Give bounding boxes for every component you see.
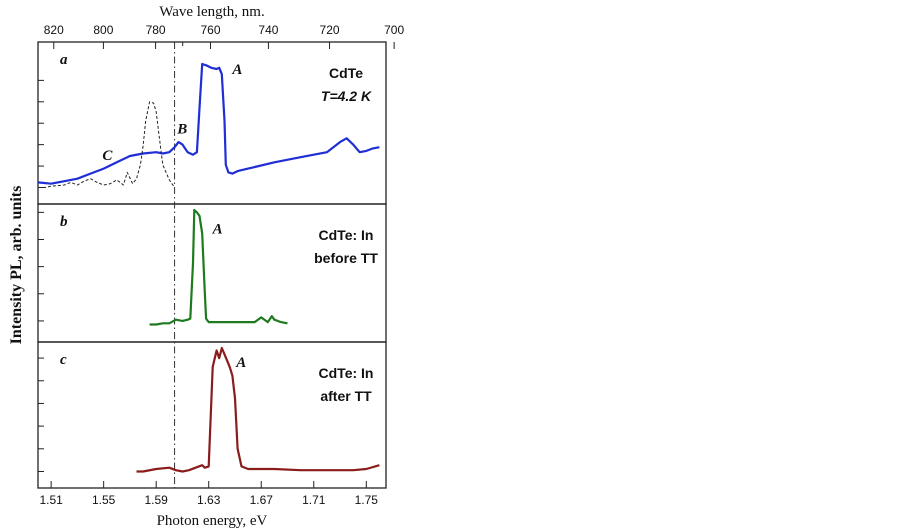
panel-a-note-2: T=4.2 K [321,88,372,104]
top-tick-label: 800 [93,23,113,37]
panel-b-series-1-line [149,208,288,326]
top-tick-label: 720 [320,23,340,37]
panel-a-peak-label-B: B [176,121,187,137]
panel-b-peak-label-A: A [212,222,223,238]
panel-a-peak-label-C: C [102,148,113,164]
panel-frames [37,41,387,489]
top-axis-title: Wave length, nm. [159,4,264,20]
panel-c-series-1-line [136,346,380,473]
panel-a-letter: a [60,52,68,68]
top-tick-label: 740 [258,23,278,37]
panel-a-peak-label-A: A [231,62,242,78]
x-tick-label: 1.59 [145,493,169,507]
x-tick-label: 1.63 [197,493,221,507]
top-tick-label: 700 [384,23,404,37]
x-tick-label: 1.67 [250,493,274,507]
labels-layer: a CdTe T=4.2 K A B Cb CdTe: In before TT Ac CdTe:… [60,52,378,404]
top-tick-label: 780 [146,23,166,37]
top-tick-label: 820 [44,23,64,37]
axis-ticks: 1.51 1.55 1.59 1.63 1.67 1.71 1.75 820 800 780 760… [38,23,404,507]
panel-b-letter: b [60,214,68,230]
panel-a-series-2-line [38,101,176,188]
panel-b-note-1: CdTe: In [319,227,374,243]
panel-a-series-1-line [37,62,380,185]
series-layer [37,42,380,488]
x-tick-label: 1.51 [39,493,63,507]
panel-c-peak-label-A: A [235,355,246,371]
top-tick-label: 760 [200,23,220,37]
y-axis-title: Intensity PL, arb. units [8,186,25,345]
panel-b-note-2: before TT [314,250,378,266]
x-tick-label: 1.71 [302,493,326,507]
x-axis-title: Photon energy, eV [157,513,268,529]
panel-c-note-2: after TT [320,388,372,404]
panel-c-note-1: CdTe: In [319,365,374,381]
panel-a-note-1: CdTe [329,65,363,81]
x-tick-label: 1.55 [92,493,116,507]
x-tick-label: 1.75 [355,493,379,507]
panel-c-frame [37,341,387,489]
panel-c-letter: c [60,352,67,368]
